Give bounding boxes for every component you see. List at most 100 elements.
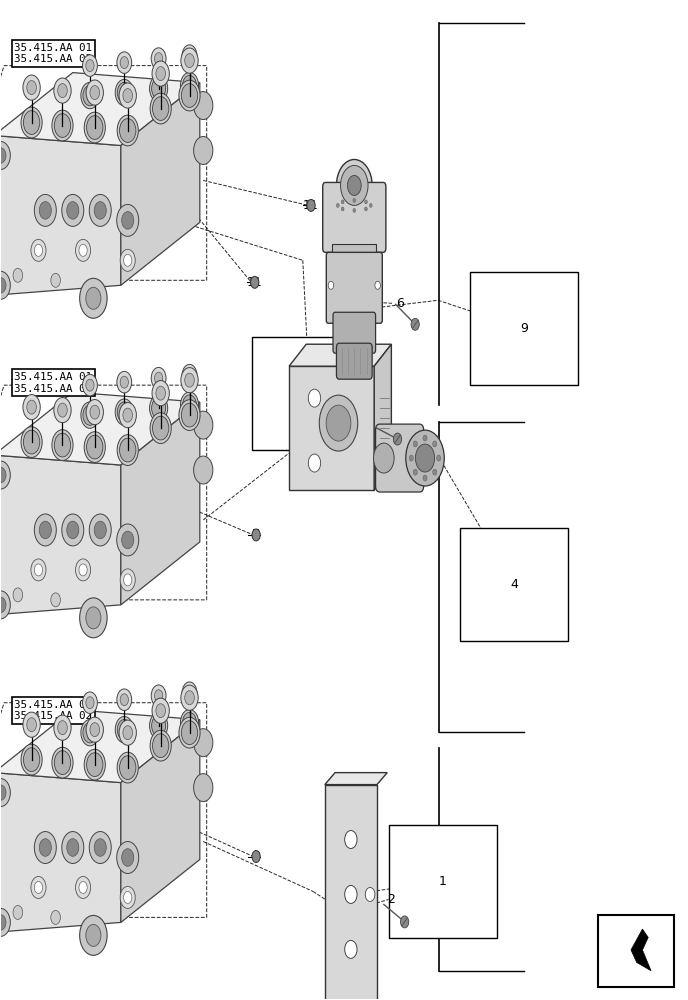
Circle shape [54, 751, 71, 775]
Circle shape [433, 441, 437, 447]
FancyBboxPatch shape [376, 424, 424, 492]
Circle shape [117, 524, 139, 556]
Circle shape [151, 78, 166, 99]
Circle shape [86, 924, 101, 946]
Polygon shape [374, 344, 391, 490]
Circle shape [122, 849, 133, 866]
Circle shape [182, 395, 197, 415]
Circle shape [150, 93, 171, 124]
Circle shape [83, 722, 97, 743]
Circle shape [341, 165, 368, 205]
Circle shape [84, 749, 105, 780]
Circle shape [89, 832, 111, 863]
Circle shape [153, 97, 169, 120]
Bar [374, 265, 382, 305]
Circle shape [117, 402, 131, 422]
Circle shape [156, 386, 166, 400]
Circle shape [179, 80, 200, 111]
Circle shape [252, 851, 260, 862]
Circle shape [13, 268, 23, 282]
Circle shape [86, 717, 103, 742]
Circle shape [0, 785, 6, 800]
Circle shape [193, 411, 213, 439]
Circle shape [87, 435, 103, 459]
Circle shape [0, 467, 6, 483]
Text: 7: 7 [252, 528, 260, 541]
Circle shape [52, 110, 73, 141]
Circle shape [180, 392, 199, 418]
Circle shape [67, 839, 79, 856]
Circle shape [155, 53, 163, 65]
Circle shape [152, 698, 169, 723]
Circle shape [52, 430, 73, 460]
Circle shape [87, 116, 103, 139]
Circle shape [21, 107, 42, 138]
Circle shape [347, 175, 361, 195]
Circle shape [124, 891, 132, 903]
Circle shape [353, 208, 356, 212]
Circle shape [123, 726, 133, 740]
Circle shape [31, 559, 46, 581]
Circle shape [81, 719, 99, 746]
Circle shape [31, 239, 46, 261]
Text: 9: 9 [520, 322, 528, 335]
Circle shape [117, 719, 131, 740]
FancyBboxPatch shape [326, 252, 383, 323]
Circle shape [89, 514, 111, 546]
Circle shape [51, 273, 61, 287]
Circle shape [23, 430, 40, 454]
Circle shape [54, 398, 71, 423]
Text: 35.415.AA 01
35.415.AA 02: 35.415.AA 01 35.415.AA 02 [14, 43, 92, 64]
Circle shape [83, 85, 97, 106]
FancyBboxPatch shape [333, 312, 376, 353]
Circle shape [117, 115, 138, 146]
Circle shape [179, 400, 200, 430]
Circle shape [67, 202, 79, 219]
Circle shape [86, 379, 94, 391]
Circle shape [123, 408, 133, 422]
Circle shape [182, 721, 197, 745]
Circle shape [120, 119, 136, 142]
Circle shape [0, 591, 10, 619]
Circle shape [149, 713, 168, 739]
Circle shape [193, 137, 213, 164]
Circle shape [39, 839, 52, 856]
Circle shape [79, 881, 87, 893]
Circle shape [184, 691, 194, 705]
Circle shape [23, 75, 40, 100]
Circle shape [81, 82, 99, 109]
Circle shape [81, 402, 99, 428]
Circle shape [252, 529, 260, 541]
Circle shape [155, 372, 163, 384]
Circle shape [123, 89, 133, 103]
Circle shape [94, 839, 106, 856]
Text: 4: 4 [510, 578, 518, 591]
Circle shape [336, 159, 372, 211]
Circle shape [184, 373, 194, 387]
Circle shape [21, 744, 42, 775]
Circle shape [54, 78, 71, 103]
Circle shape [152, 381, 169, 406]
Circle shape [62, 194, 84, 226]
Text: 10: 10 [302, 387, 318, 400]
Circle shape [326, 405, 351, 441]
Circle shape [76, 876, 91, 898]
Polygon shape [121, 720, 200, 922]
Circle shape [54, 114, 71, 137]
Circle shape [153, 734, 169, 758]
Circle shape [119, 403, 136, 428]
Circle shape [409, 455, 413, 461]
Text: 1: 1 [439, 875, 447, 888]
Circle shape [86, 607, 101, 629]
Text: 3: 3 [252, 850, 260, 863]
Bar [332, 244, 376, 260]
Circle shape [124, 574, 132, 586]
Circle shape [90, 405, 100, 419]
Circle shape [152, 61, 169, 86]
Circle shape [117, 842, 139, 873]
Circle shape [184, 54, 194, 68]
Circle shape [182, 75, 197, 96]
Text: 11: 11 [247, 276, 263, 289]
Circle shape [86, 287, 101, 309]
Circle shape [375, 281, 380, 289]
